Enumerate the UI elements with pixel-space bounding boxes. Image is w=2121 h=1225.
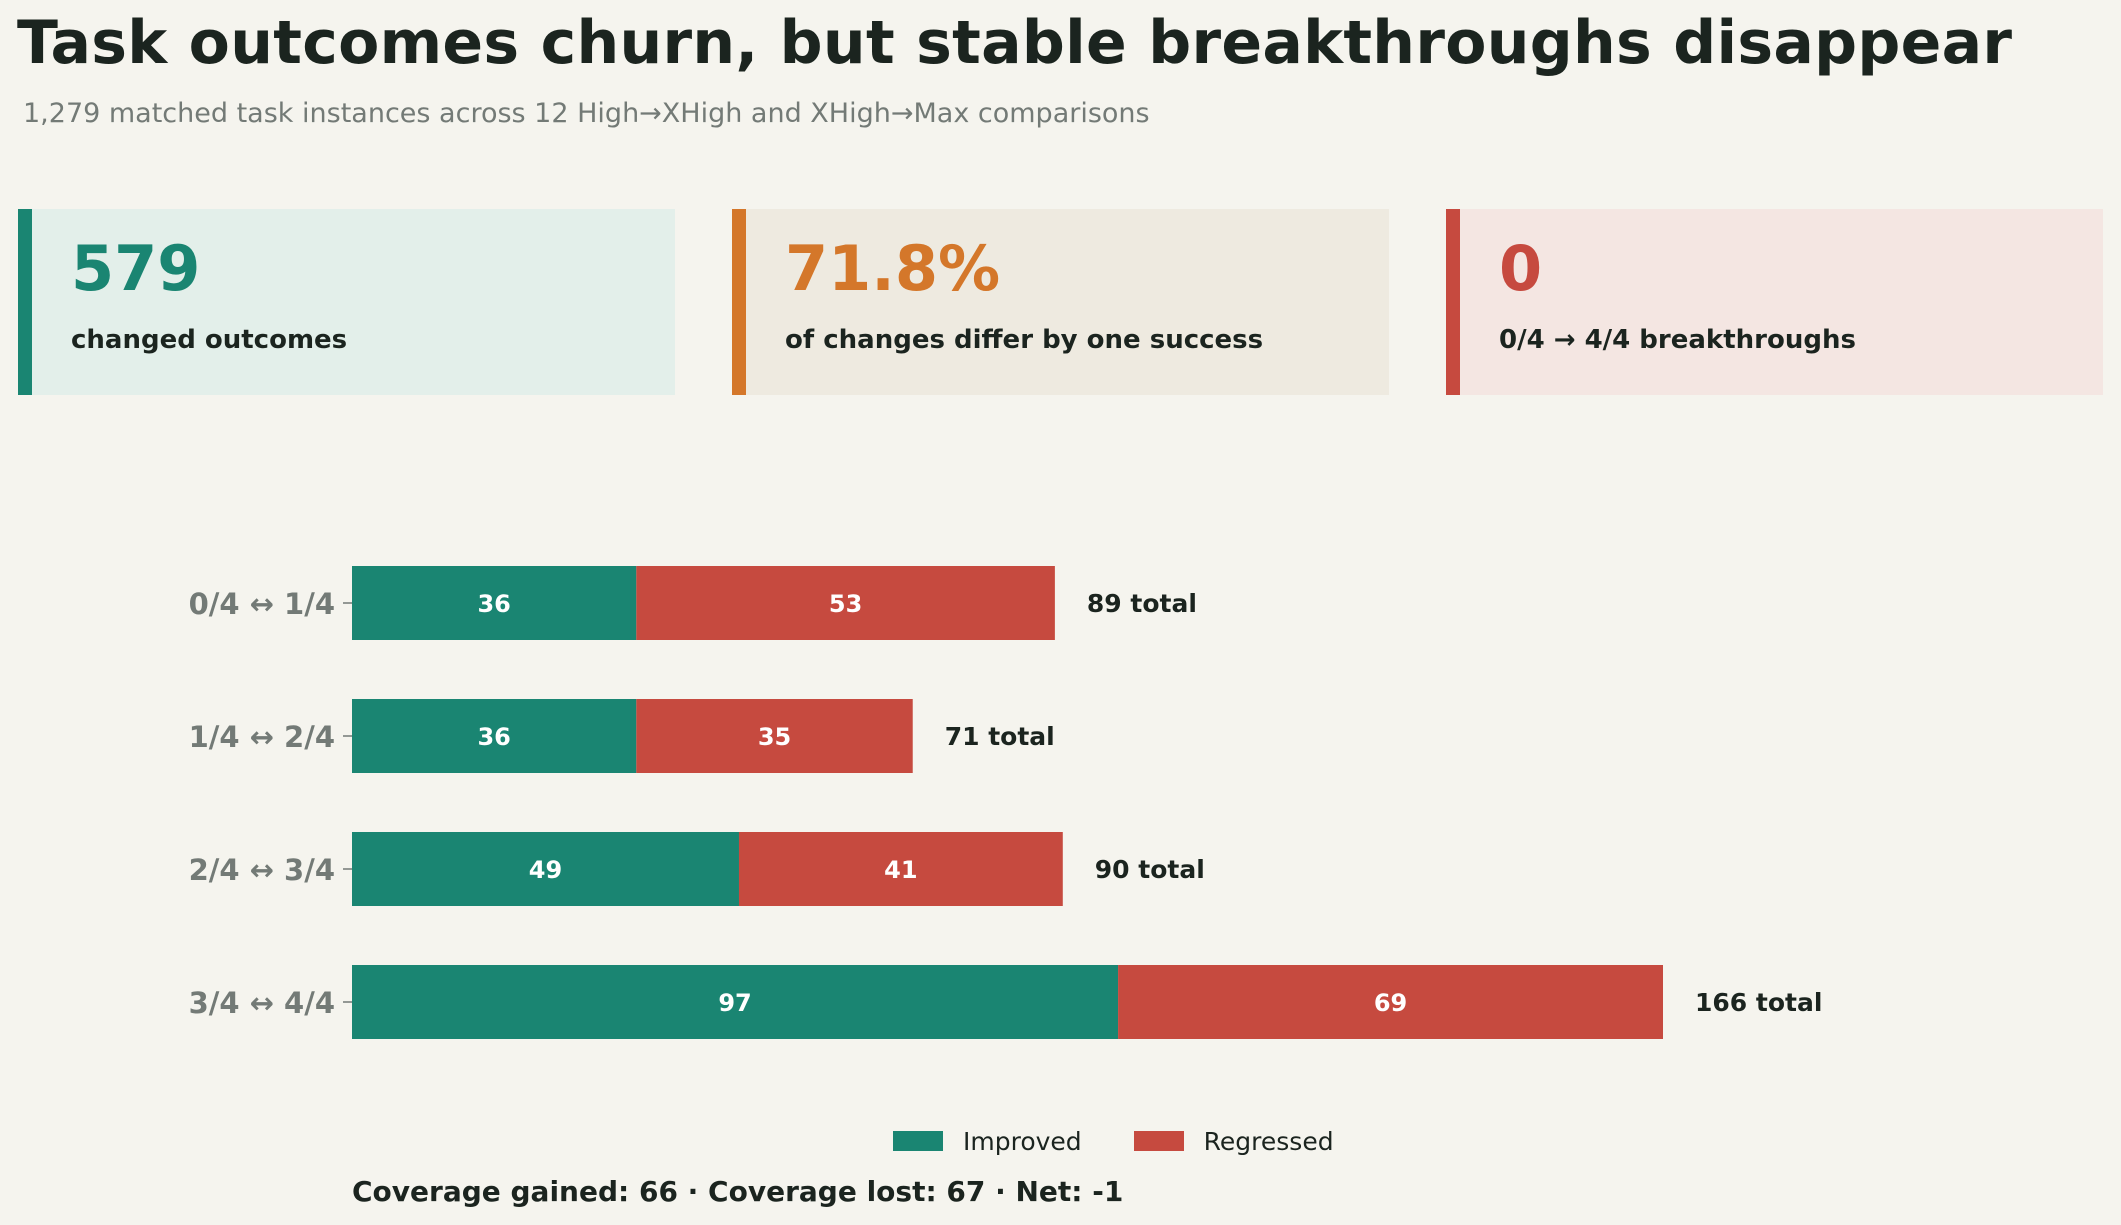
stat-card-changed-outcomes: 579 changed outcomes <box>18 209 675 395</box>
bar-regressed <box>636 699 913 773</box>
card-accent-bar <box>732 209 746 395</box>
coverage-summary: Coverage gained: 66 · Coverage lost: 67 … <box>352 1175 1124 1208</box>
stat-card-one-success-diff: 71.8% of changes differ by one success <box>732 209 1389 395</box>
bar-regressed <box>636 566 1055 640</box>
page-title: Task outcomes churn, but stable breakthr… <box>17 8 2013 78</box>
total-label: 166 total <box>1695 988 1822 1017</box>
stat-value: 0 <box>1499 232 1543 305</box>
legend-swatch-improved <box>893 1131 943 1151</box>
stat-label: changed outcomes <box>71 325 348 355</box>
legend-label-improved: Improved <box>963 1126 1082 1156</box>
data-label-improved: 36 <box>477 723 510 751</box>
page-subtitle: 1,279 matched task instances across 12 H… <box>23 98 1150 129</box>
legend-item-improved: Improved <box>893 1127 1082 1156</box>
stat-value: 71.8% <box>785 232 1001 305</box>
data-label-regressed: 35 <box>758 723 791 751</box>
card-accent-bar <box>1446 209 1460 395</box>
data-label-improved: 49 <box>529 856 562 884</box>
total-label: 90 total <box>1095 855 1205 884</box>
category-label: 2/4 ↔ 3/4 <box>189 853 335 887</box>
data-label-improved: 97 <box>718 989 751 1017</box>
stat-label: of changes differ by one success <box>785 325 1264 355</box>
legend-item-regressed: Regressed <box>1133 1126 1334 1156</box>
legend-swatch-regressed <box>1133 1131 1184 1151</box>
data-label-regressed: 53 <box>829 590 862 618</box>
category-label: 0/4 ↔ 1/4 <box>189 587 335 621</box>
data-label-regressed: 41 <box>884 856 917 884</box>
stat-value: 579 <box>71 232 201 305</box>
card-accent-bar <box>18 209 32 395</box>
data-label-improved: 36 <box>477 590 510 618</box>
bar-regressed <box>738 832 1063 906</box>
bar-improved <box>352 699 637 773</box>
bar-improved <box>352 965 1119 1039</box>
chart-legend: Improved Regressed <box>893 1124 1366 1158</box>
category-label: 3/4 ↔ 4/4 <box>189 986 335 1020</box>
bar-regressed <box>1118 965 1663 1039</box>
bar-improved <box>352 832 739 906</box>
category-label: 1/4 ↔ 2/4 <box>189 720 335 754</box>
legend-label-regressed: Regressed <box>1203 1126 1334 1156</box>
stat-label: 0/4 → 4/4 breakthroughs <box>1499 325 1856 355</box>
stat-card-breakthroughs: 0 0/4 → 4/4 breakthroughs <box>1446 209 2103 395</box>
total-label: 71 total <box>945 722 1055 751</box>
total-label: 89 total <box>1087 589 1197 618</box>
bar-improved <box>352 566 637 640</box>
data-label-regressed: 69 <box>1374 989 1407 1017</box>
